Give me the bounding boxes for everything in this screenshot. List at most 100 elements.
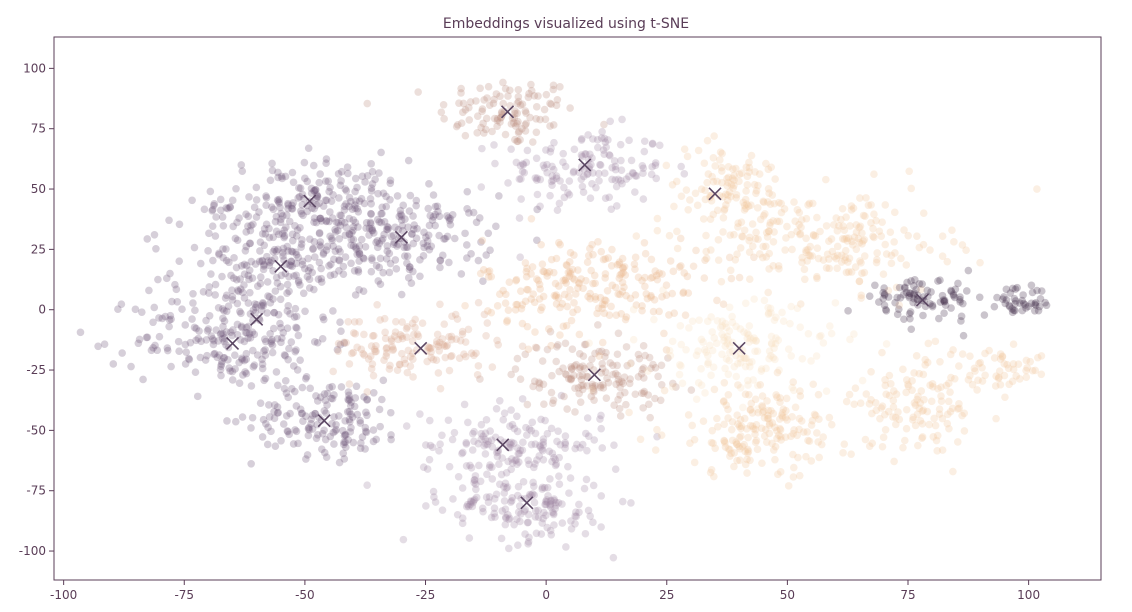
scatter-point xyxy=(190,243,199,252)
scatter-point xyxy=(427,344,435,352)
scatter-point xyxy=(762,159,770,168)
scatter-point xyxy=(366,352,375,361)
scatter-point xyxy=(488,475,497,483)
scatter-point xyxy=(860,252,869,260)
scatter-point xyxy=(233,299,242,308)
scatter-point xyxy=(252,183,261,192)
scatter-point xyxy=(934,277,942,285)
scatter-point xyxy=(774,262,783,270)
scatter-point xyxy=(422,502,430,510)
scatter-point xyxy=(152,245,160,253)
scatter-point xyxy=(938,414,947,423)
scatter-point xyxy=(374,189,382,198)
scatter-point xyxy=(900,226,908,234)
scatter-point xyxy=(498,110,507,119)
scatter-point xyxy=(404,156,413,165)
scatter-point xyxy=(561,162,570,171)
scatter-point xyxy=(640,137,649,146)
scatter-point xyxy=(272,247,281,256)
scatter-point xyxy=(274,173,282,182)
scatter-point xyxy=(470,495,479,504)
scatter-point xyxy=(425,245,434,254)
scatter-point xyxy=(742,163,751,172)
scatter-point xyxy=(516,287,525,295)
scatter-point xyxy=(350,267,359,275)
scatter-point xyxy=(522,431,531,439)
scatter-point xyxy=(446,220,455,229)
scatter-point xyxy=(764,165,773,174)
scatter-point xyxy=(1036,294,1045,303)
scatter-point xyxy=(455,354,464,362)
scatter-point xyxy=(347,410,355,419)
scatter-point xyxy=(291,221,299,230)
scatter-point xyxy=(1031,300,1039,308)
scatter-point xyxy=(565,272,574,280)
scatter-point xyxy=(617,166,626,175)
scatter-point xyxy=(513,427,522,436)
scatter-point xyxy=(733,440,741,449)
scatter-point xyxy=(584,292,592,301)
scatter-point xyxy=(546,475,554,483)
scatter-point xyxy=(337,211,346,220)
scatter-point xyxy=(192,336,200,345)
scatter-point xyxy=(809,380,818,389)
scatter-point xyxy=(752,421,761,429)
scatter-point xyxy=(353,410,362,419)
scatter-point xyxy=(310,186,319,195)
scatter-point xyxy=(958,350,967,358)
scatter-point xyxy=(311,409,319,418)
scatter-point xyxy=(897,254,905,263)
scatter-point xyxy=(745,275,754,283)
scatter-point xyxy=(615,258,624,266)
scatter-point xyxy=(521,259,530,267)
scatter-point xyxy=(682,186,691,194)
scatter-point xyxy=(336,211,344,219)
scatter-point xyxy=(270,308,278,317)
scatter-point xyxy=(744,447,753,456)
scatter-point xyxy=(730,171,738,180)
scatter-point xyxy=(981,371,989,380)
scatter-point xyxy=(465,209,473,217)
scatter-point xyxy=(508,420,517,429)
scatter-point xyxy=(215,250,223,259)
scatter-point xyxy=(729,165,737,173)
scatter-point xyxy=(287,338,296,346)
scatter-point xyxy=(294,278,303,286)
scatter-point xyxy=(536,441,544,450)
scatter-point xyxy=(294,331,303,340)
scatter-point xyxy=(488,363,497,371)
scatter-point xyxy=(311,186,320,194)
scatter-point xyxy=(1001,299,1010,308)
scatter-point xyxy=(385,365,394,373)
scatter-point xyxy=(787,432,795,441)
scatter-point xyxy=(250,361,259,370)
scatter-point xyxy=(479,507,487,516)
scatter-point xyxy=(677,362,685,370)
scatter-point xyxy=(1033,185,1041,193)
scatter-point xyxy=(451,310,460,319)
cluster-center-marker xyxy=(520,496,534,510)
scatter-point xyxy=(492,404,501,413)
scatter-point xyxy=(771,455,779,464)
scatter-point xyxy=(748,422,757,431)
scatter-point xyxy=(613,261,622,269)
scatter-point xyxy=(285,217,294,226)
scatter-point xyxy=(576,443,584,452)
y-tick-label: -75 xyxy=(26,484,46,498)
scatter-point xyxy=(479,277,487,285)
scatter-point xyxy=(597,347,606,356)
scatter-point xyxy=(719,193,727,201)
scatter-point xyxy=(220,334,229,342)
scatter-point xyxy=(474,256,483,265)
scatter-point xyxy=(914,441,922,450)
scatter-point xyxy=(609,370,617,379)
scatter-point xyxy=(249,363,258,371)
scatter-point xyxy=(710,472,718,481)
scatter-point xyxy=(878,442,887,451)
scatter-point xyxy=(845,390,854,399)
scatter-point xyxy=(521,350,530,359)
scatter-point xyxy=(402,324,411,333)
scatter-point xyxy=(270,401,279,409)
scatter-point xyxy=(838,204,847,213)
scatter-point xyxy=(1008,308,1017,317)
